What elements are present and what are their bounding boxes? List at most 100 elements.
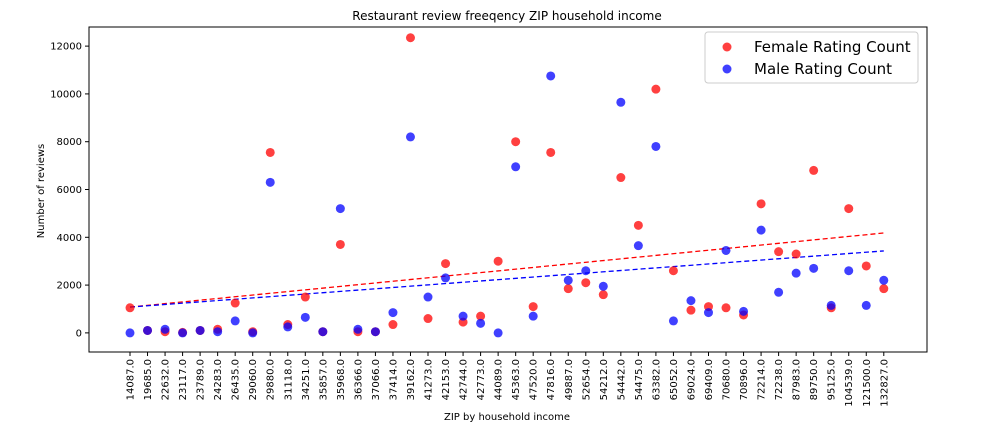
data-point: [423, 314, 433, 324]
x-tick-label: 121500.0: [862, 359, 873, 407]
data-point: [879, 275, 889, 285]
x-axis: 14087.0 19685.0 22632.0 23117.0 23789.0 24283…: [126, 352, 890, 407]
x-tick-label: 45363.0: [511, 359, 522, 400]
data-point: [581, 266, 591, 276]
y-tick-label: 8000: [57, 137, 82, 148]
x-tick-label: 31118.0: [283, 359, 294, 400]
data-point: [370, 327, 380, 337]
x-tick-label: 63382.0: [651, 359, 662, 400]
x-tick-label: 24283.0: [213, 359, 224, 400]
x-tick-label: 54212.0: [599, 359, 610, 400]
trend-line: [129, 250, 884, 308]
data-point: [143, 325, 153, 335]
plot-area: [88, 26, 928, 353]
legend: Female Rating Count Male Rating Count: [704, 31, 919, 84]
data-point: [791, 268, 801, 278]
x-tick-label: 87983.0: [792, 359, 803, 400]
x-tick-label: 132827.0: [879, 359, 890, 407]
data-point: [809, 263, 819, 273]
data-point: [826, 300, 836, 310]
data-point: [283, 322, 293, 332]
data-point: [300, 292, 310, 302]
x-tick-label: 37414.0: [388, 359, 399, 400]
y-tick-label: 12000: [50, 42, 82, 53]
data-point: [756, 199, 766, 209]
data-point: [739, 306, 749, 316]
x-tick-label: 23789.0: [196, 359, 207, 400]
data-point: [458, 311, 468, 321]
data-point: [441, 273, 451, 283]
x-tick-label: 95125.0: [827, 359, 838, 400]
data-point: [809, 165, 819, 175]
x-tick-label: 42744.0: [459, 359, 470, 400]
data-point: [546, 71, 556, 81]
x-tick-label: 52654.0: [581, 359, 592, 400]
legend-box: [704, 31, 919, 84]
data-point: [756, 225, 766, 235]
x-tick-label: 29060.0: [248, 359, 259, 400]
data-point: [598, 290, 608, 300]
data-point: [335, 239, 345, 249]
y-tick-label: 4000: [57, 233, 82, 244]
x-tick-label: 49887.0: [564, 359, 575, 400]
x-tick-label: 19685.0: [143, 359, 154, 400]
data-point: [633, 241, 643, 251]
x-tick-label: 54475.0: [634, 359, 645, 400]
data-point: [861, 300, 871, 310]
data-point: [353, 324, 363, 334]
x-tick-label: 29880.0: [266, 359, 277, 400]
data-point: [774, 247, 784, 257]
y-tick-label: 6000: [57, 185, 82, 196]
data-point: [195, 325, 205, 335]
data-point: [230, 316, 240, 326]
data-point: [668, 266, 678, 276]
data-point: [546, 147, 556, 157]
data-point: [651, 84, 661, 94]
x-tick-label: 89750.0: [809, 359, 820, 400]
data-point: [493, 256, 503, 266]
data-point: [563, 284, 573, 294]
data-point: [616, 173, 626, 183]
x-tick-label: 22632.0: [161, 359, 172, 400]
y-tick-label: 0: [76, 328, 82, 339]
data-point: [388, 308, 398, 318]
data-point: [335, 204, 345, 214]
data-point: [633, 220, 643, 230]
x-tick-label: 39162.0: [406, 359, 417, 400]
x-tick-label: 42773.0: [476, 359, 487, 400]
data-point: [703, 308, 713, 318]
x-tick-label: 70896.0: [739, 359, 750, 400]
x-tick-label: 35968.0: [336, 359, 347, 400]
x-tick-label: 14087.0: [126, 359, 137, 400]
data-point: [721, 303, 731, 313]
data-point: [616, 97, 626, 107]
y-axis-title: Number of reviews: [36, 144, 47, 238]
x-tick-label: 104539.0: [844, 359, 855, 407]
data-point: [230, 298, 240, 308]
legend-marker: [722, 42, 732, 52]
data-point: [844, 204, 854, 214]
legend-marker: [722, 64, 732, 74]
x-tick-label: 26435.0: [231, 359, 242, 400]
x-tick-label: 72214.0: [757, 359, 768, 400]
x-tick-label: 69024.0: [686, 359, 697, 400]
x-tick-label: 35857.0: [318, 359, 329, 400]
data-point: [511, 162, 521, 172]
data-point: [300, 312, 310, 322]
x-tick-label: 47816.0: [546, 359, 557, 400]
data-point: [528, 311, 538, 321]
data-point: [476, 318, 486, 328]
x-tick-label: 47520.0: [529, 359, 540, 400]
y-axis: 0 2000 4000 6000 8000 10000 12000: [50, 42, 89, 339]
data-point: [423, 292, 433, 302]
data-point: [511, 137, 521, 147]
data-point: [265, 147, 275, 157]
data-point: [686, 305, 696, 315]
data-point: [476, 311, 486, 321]
data-point: [405, 132, 415, 142]
data-point: [774, 287, 784, 297]
y-tick-label: 10000: [50, 89, 82, 100]
x-tick-label: 41273.0: [424, 359, 435, 400]
data-point: [598, 281, 608, 291]
